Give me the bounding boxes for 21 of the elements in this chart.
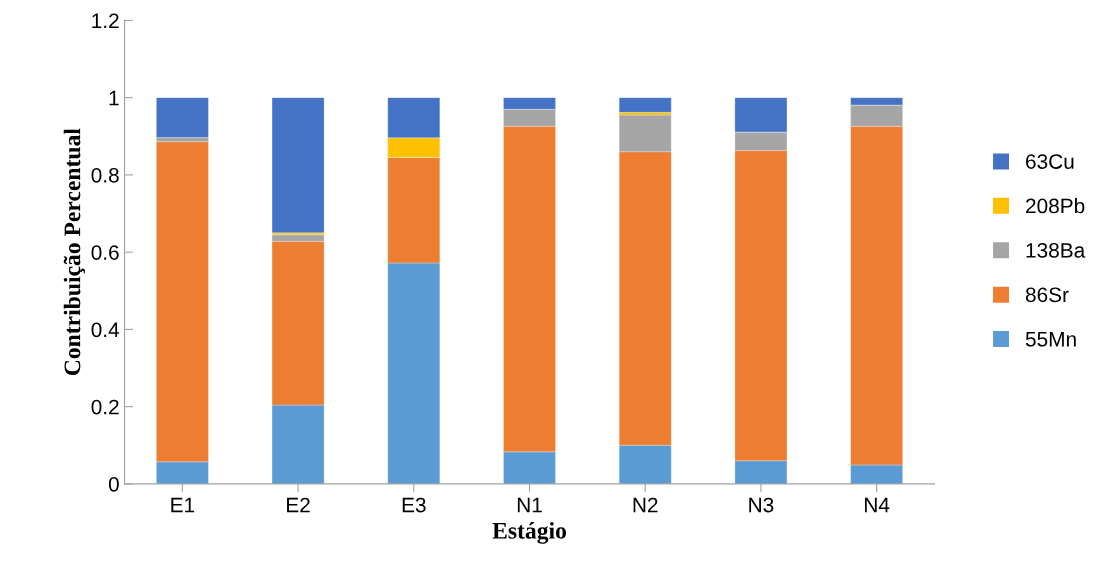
legend-label: 63Cu	[1026, 154, 1074, 169]
x-tick-label: E2	[287, 497, 310, 513]
y-tick-label: 1	[109, 90, 119, 106]
x-tick-label: N4	[865, 497, 890, 513]
x-tick-label: N2	[633, 497, 658, 513]
y-tick-label: 0.6	[91, 245, 119, 260]
y-tick-label: 0	[108, 476, 119, 492]
x-tick-label: E3	[402, 497, 426, 513]
y-tick-label: 0.8	[91, 167, 119, 183]
y-tick-label: 1.2	[92, 13, 119, 28]
legend-label: 138Ba	[1026, 242, 1086, 258]
y-tick-label: 0.4	[91, 322, 120, 338]
legend-label: 86Sr	[1025, 287, 1069, 303]
legend-label: 208Pb	[1026, 198, 1085, 214]
x-axis-title: Estágio	[492, 522, 566, 544]
x-tick-label: E1	[171, 497, 195, 513]
x-tick-label: N3	[749, 497, 774, 513]
y-tick-label: 0.2	[91, 399, 119, 415]
legend-label: 55Mn	[1025, 332, 1076, 347]
x-tick-label: N1	[517, 497, 542, 513]
y-axis-title: Contribuição Percentual	[63, 128, 85, 376]
